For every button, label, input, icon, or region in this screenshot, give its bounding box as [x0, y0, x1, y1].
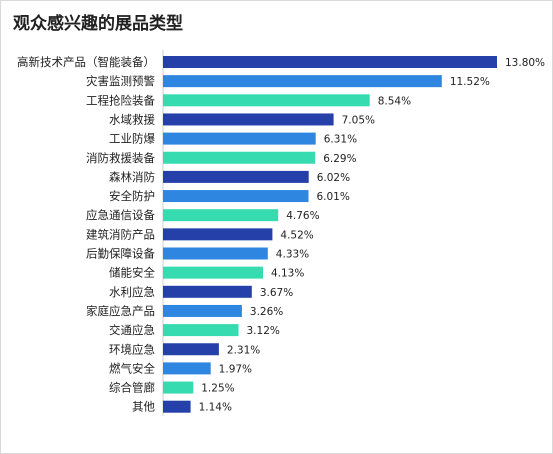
value-label: 6.01% — [316, 191, 349, 203]
bar — [163, 132, 316, 145]
bar — [163, 170, 309, 183]
category-label: 水利应急 — [109, 285, 155, 299]
bar — [163, 209, 279, 222]
category-label: 其他 — [132, 400, 155, 414]
category-label: 建筑消防产品 — [86, 227, 155, 241]
bar — [163, 324, 239, 337]
value-label: 1.25% — [201, 383, 234, 395]
value-label: 2.31% — [227, 344, 260, 356]
bar — [163, 190, 309, 203]
value-label: 3.12% — [247, 325, 280, 337]
value-label: 6.29% — [323, 153, 356, 165]
category-label: 家庭应急产品 — [86, 304, 155, 318]
category-label: 环境应急 — [109, 342, 155, 356]
bar — [163, 266, 263, 279]
category-label: 高新技术产品（智能装备） — [17, 55, 155, 69]
category-label: 应急通信设备 — [86, 208, 155, 222]
bar — [163, 381, 194, 394]
bar — [163, 285, 252, 298]
bar — [163, 362, 211, 375]
value-label: 4.52% — [280, 229, 313, 241]
value-label: 8.54% — [378, 95, 411, 107]
chart-title: 观众感兴趣的展品类型 — [13, 14, 183, 34]
bar — [163, 228, 273, 241]
category-label: 消防救援装备 — [86, 151, 155, 165]
bar — [163, 343, 219, 356]
value-label: 6.31% — [324, 134, 357, 146]
value-label: 3.26% — [250, 306, 283, 318]
category-label: 后勤保障设备 — [86, 247, 155, 261]
value-label: 1.97% — [219, 363, 252, 375]
category-label: 储能安全 — [109, 266, 155, 280]
category-label: 水域救援 — [109, 112, 155, 126]
bar — [163, 56, 497, 68]
bar — [163, 94, 370, 107]
category-label: 工程抢险装备 — [86, 93, 155, 107]
category-label: 工业防爆 — [109, 132, 155, 146]
value-label: 6.02% — [317, 172, 350, 184]
value-label: 7.05% — [342, 114, 375, 126]
bar — [163, 304, 242, 317]
bar — [163, 113, 334, 126]
value-label: 4.13% — [271, 268, 304, 280]
bars-group: 高新技术产品（智能装备） 13.80% 灾害监测预警 11.52% 工程抢险装备 8.54… — [17, 55, 545, 414]
value-label: 4.33% — [276, 249, 309, 261]
category-label: 安全防护 — [109, 189, 155, 203]
category-label: 交通应急 — [109, 323, 155, 337]
bar — [163, 400, 191, 413]
bar — [163, 75, 442, 88]
bar — [163, 151, 316, 164]
bar — [163, 247, 268, 260]
category-label: 森林消防 — [109, 170, 155, 184]
category-label: 燃气安全 — [109, 361, 155, 375]
value-label: 11.52% — [450, 76, 490, 88]
value-label: 4.76% — [286, 210, 319, 222]
value-label: 1.14% — [199, 402, 232, 414]
value-label: 13.80% — [505, 57, 545, 69]
category-label: 综合管廊 — [109, 381, 155, 395]
category-label: 灾害监测预警 — [86, 74, 155, 88]
value-label: 3.67% — [260, 287, 293, 299]
